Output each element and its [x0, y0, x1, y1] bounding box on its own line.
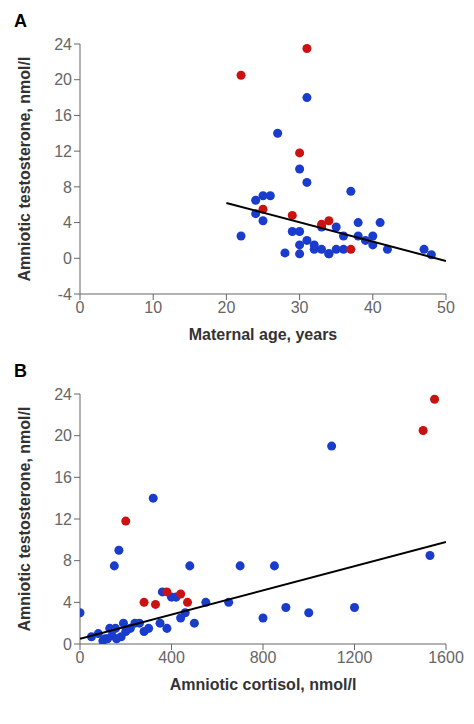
svg-text:20: 20: [54, 427, 72, 444]
svg-text:16: 16: [54, 469, 72, 486]
svg-text:Amniotic cortisol, nmol/l: Amniotic cortisol, nmol/l: [170, 676, 357, 693]
svg-text:8: 8: [63, 179, 72, 196]
html-text:A: A: [14, 11, 27, 31]
svg-text:1200: 1200: [337, 649, 373, 666]
html-text:B: B: [14, 361, 27, 381]
svg-text:Maternal age, years: Maternal age, years: [189, 326, 338, 343]
svg-text:20: 20: [218, 299, 236, 316]
svg-text:-4: -4: [58, 286, 72, 303]
svg-text:16: 16: [54, 107, 72, 124]
svg-text:4: 4: [63, 594, 72, 611]
svg-text:30: 30: [291, 299, 309, 316]
svg-text:Amniotic testosterone, nmol/l: Amniotic testosterone, nmol/l: [16, 407, 33, 632]
svg-text:0: 0: [76, 649, 85, 666]
svg-text:0: 0: [63, 250, 72, 267]
svg-text:20: 20: [54, 71, 72, 88]
svg-text:8: 8: [63, 552, 72, 569]
svg-text:10: 10: [144, 299, 162, 316]
svg-text:1600: 1600: [428, 649, 464, 666]
svg-text:4: 4: [63, 214, 72, 231]
svg-text:0: 0: [76, 299, 85, 316]
svg-text:12: 12: [54, 143, 72, 160]
svg-text:12: 12: [54, 511, 72, 528]
svg-text:0: 0: [63, 636, 72, 653]
svg-text:24: 24: [54, 36, 72, 53]
svg-text:24: 24: [54, 386, 72, 403]
svg-text:Amniotic testosterone, nmol/l: Amniotic testosterone, nmol/l: [16, 57, 33, 282]
svg-text:50: 50: [437, 299, 455, 316]
svg-text:40: 40: [364, 299, 382, 316]
svg-text:400: 400: [158, 649, 185, 666]
svg-text:800: 800: [250, 649, 277, 666]
